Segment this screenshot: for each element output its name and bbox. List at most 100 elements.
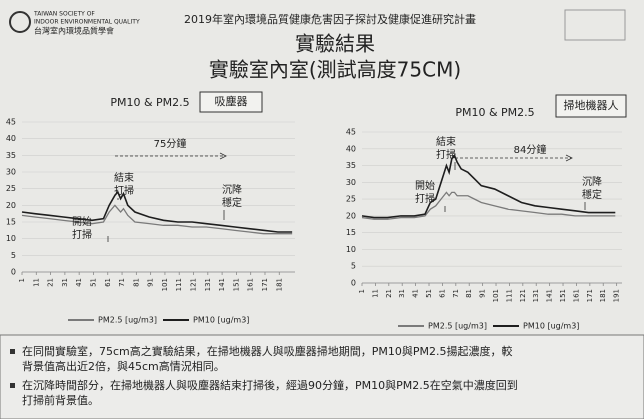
x-tick-label: 181 [599,289,607,302]
y-tick-label: 45 [6,118,16,127]
legend-label: PM10 [ug/m3] [193,316,249,325]
y-tick-label: 15 [346,228,356,237]
y-tick-label: 0 [351,279,356,288]
y-tick-label: 0 [11,268,16,277]
device-box [199,91,263,113]
x-tick-label: 21 [47,278,55,287]
x-tick-label: 81 [132,278,140,287]
x-tick-label: 121 [519,289,527,302]
annotation: 結束 [114,171,134,184]
logo-zh: 台灣室內環境品質學會 [34,26,114,36]
y-tick-label: 5 [11,251,16,260]
annotation: 打掃 [415,192,435,205]
x-tick-label: 71 [118,278,126,287]
title: 實驗結果 [295,32,375,56]
note: 背景值高出近2倍，與45cm高情況相同。 [22,359,225,373]
x-tick-label: 11 [371,289,379,298]
annotation: 穩定 [222,196,242,209]
x-tick-label: 161 [572,289,580,302]
note: 在同間實驗室，75cm高之實驗結果，在掃地機器人與吸塵器掃地期間，PM10與PM… [22,344,513,358]
annotation: 打掃 [72,228,92,241]
x-tick-label: 141 [546,289,554,302]
annotation: 沉降 [222,183,242,196]
x-tick-label: 161 [247,278,255,291]
series-line [361,191,616,220]
note: 在沉降時間部分，在掃地機器人與吸塵器結束打掃後，經過90分鐘，PM10與PM2.… [22,378,518,392]
duration: 75分鐘 [154,137,187,150]
y-tick-label: 35 [346,161,356,170]
annotation: 開始 [415,179,435,192]
duration: 84分鐘 [514,143,547,156]
x-tick-label: 91 [479,289,487,298]
chart-title: PM10 & PM2.5 [110,96,189,109]
y-tick-label: 40 [346,144,356,153]
logo-right [564,9,626,41]
y-tick-label: 10 [6,234,16,243]
annotation: 沉降 [582,175,602,188]
note: 打掃前背景值。 [22,393,99,407]
x-tick-label: 11 [32,278,40,287]
x-tick-label: 151 [559,289,567,302]
x-tick-label: 131 [204,278,212,291]
y-tick-label: 35 [6,151,16,160]
device-label: 掃地機器人 [564,98,619,112]
project: 2019年室內環境品質健康危害因子探討及健康促進研究計畫 [184,12,476,26]
x-tick-label: 111 [505,289,513,302]
x-tick-label: 21 [385,289,393,298]
x-tick-label: 121 [190,278,198,291]
x-tick-label: 51 [425,289,433,298]
x-tick-label: 91 [147,278,155,287]
logo-en: TAIWAN SOCIETY OF [33,11,95,18]
annotation: 穩定 [582,188,602,201]
x-tick-label: 71 [452,289,460,298]
x-tick-label: 31 [61,278,69,287]
x-tick-label: 181 [275,278,283,291]
arrow-head [565,154,573,162]
y-tick-label: 10 [346,245,356,254]
bullet [10,349,15,354]
y-tick-label: 40 [6,134,16,143]
x-tick-label: 151 [232,278,240,291]
x-tick-label: 131 [532,289,540,302]
legend-label: PM10 [ug/m3] [523,322,579,331]
annotation: 打掃 [114,184,134,197]
x-tick-label: 111 [175,278,183,291]
y-tick-label: 20 [6,201,16,210]
x-tick-label: 31 [398,289,406,298]
annotation: 結束 [436,135,456,148]
subtitle: 實驗室內室(測試高度75CM) [209,58,461,82]
y-tick-label: 25 [6,184,16,193]
device-box [555,94,627,118]
y-tick-label: 5 [351,262,356,271]
x-tick-label: 61 [438,289,446,298]
x-tick-label: 81 [465,289,473,298]
arrow-head [219,152,227,160]
x-tick-label: 41 [412,289,420,298]
x-tick-label: 51 [89,278,97,287]
series-line [21,204,293,235]
x-tick-label: 171 [261,278,269,291]
device-label: 吸塵器 [215,94,248,108]
y-tick-label: 30 [346,178,356,187]
legend-label: PM2.5 [ug/m3] [98,316,157,325]
x-tick-label: 1 [18,278,26,282]
x-tick-label: 101 [492,289,500,302]
legend-label: PM2.5 [ug/m3] [428,322,487,331]
y-tick-label: 25 [346,195,356,204]
x-tick-label: 141 [218,278,226,291]
bullet [10,383,15,388]
logo-en: INDOOR ENVIRONMENTAL QUALITY [34,19,140,26]
logo-mark [9,11,31,33]
x-tick-label: 171 [586,289,594,302]
notes-box [0,334,644,419]
y-tick-label: 30 [6,168,16,177]
y-tick-label: 20 [346,211,356,220]
x-tick-label: 41 [75,278,83,287]
x-tick-label: 61 [104,278,112,287]
x-tick-label: 1 [358,289,366,293]
y-tick-label: 15 [6,218,16,227]
annotation: 開始 [72,215,92,228]
chart-title: PM10 & PM2.5 [455,106,534,119]
y-tick-label: 45 [346,128,356,137]
